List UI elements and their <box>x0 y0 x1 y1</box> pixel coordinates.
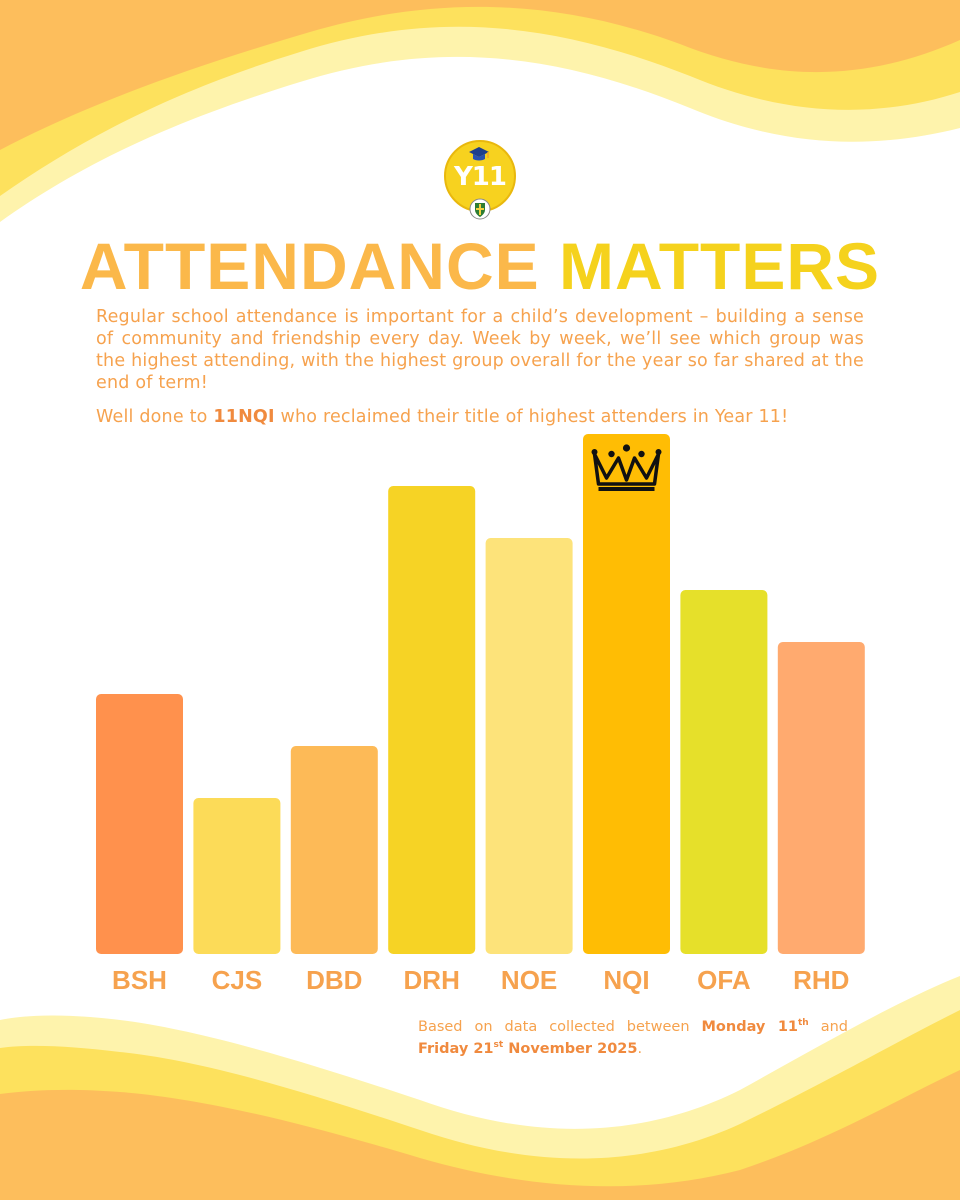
bar-dbd <box>290 746 378 954</box>
bar-cjs <box>193 798 281 954</box>
well-done-line: Well done to 11NQI who reclaimed their t… <box>96 406 864 428</box>
category-label-bsh: BSH <box>112 965 167 995</box>
category-label-rhd: RHD <box>793 965 849 995</box>
logo-text: Y11 <box>453 162 507 192</box>
bar-rhd <box>777 642 865 954</box>
bar-nqi <box>583 434 670 954</box>
category-label-dbd: DBD <box>306 965 362 995</box>
category-label-noe: NOE <box>501 965 557 995</box>
category-label-drh: DRH <box>404 965 460 995</box>
page-title: ATTENDANCE MATTERS <box>0 228 960 304</box>
category-label-ofa: OFA <box>697 965 751 995</box>
year11-logo: Y11 <box>444 140 516 222</box>
bar-ofa <box>680 590 768 954</box>
footer-end-day: Friday 21 <box>418 1041 494 1057</box>
footer-end-rest: November 2025 <box>503 1041 638 1057</box>
graduation-cap-icon <box>469 147 489 161</box>
footer-text-1: Based on data collected between <box>418 1019 702 1035</box>
footer-period: . <box>637 1041 643 1057</box>
school-crest-icon <box>469 198 491 220</box>
footer-text-2: and <box>808 1019 848 1035</box>
title-part-attendance: ATTENDANCE <box>79 229 540 303</box>
footer-start-date: Monday 11th <box>701 1018 809 1036</box>
highlight-group: 11NQI <box>213 407 275 427</box>
footer-end-sup: st <box>493 1040 504 1050</box>
category-label-cjs: CJS <box>212 965 263 995</box>
crown-icon <box>591 444 662 491</box>
category-label-nqi: NQI <box>603 965 649 995</box>
well-done-suffix: who reclaimed their title of highest att… <box>274 407 789 427</box>
well-done-prefix: Well done to <box>96 407 214 427</box>
title-part-matters: MATTERS <box>559 229 881 303</box>
footer-end-date: Friday 21st November 2025 <box>418 1040 638 1058</box>
bar-drh <box>388 486 476 954</box>
intro-paragraph: Regular school attendance is important f… <box>96 307 864 393</box>
bar-bsh <box>96 694 183 954</box>
top-wave-inner <box>0 0 960 150</box>
bottom-wave-inner <box>0 1070 960 1200</box>
data-period-note: Based on data collected between Monday 1… <box>418 1016 848 1060</box>
footer-start-day: Monday 11 <box>701 1019 799 1035</box>
footer-start-sup: th <box>798 1018 809 1028</box>
bar-noe <box>485 538 573 954</box>
